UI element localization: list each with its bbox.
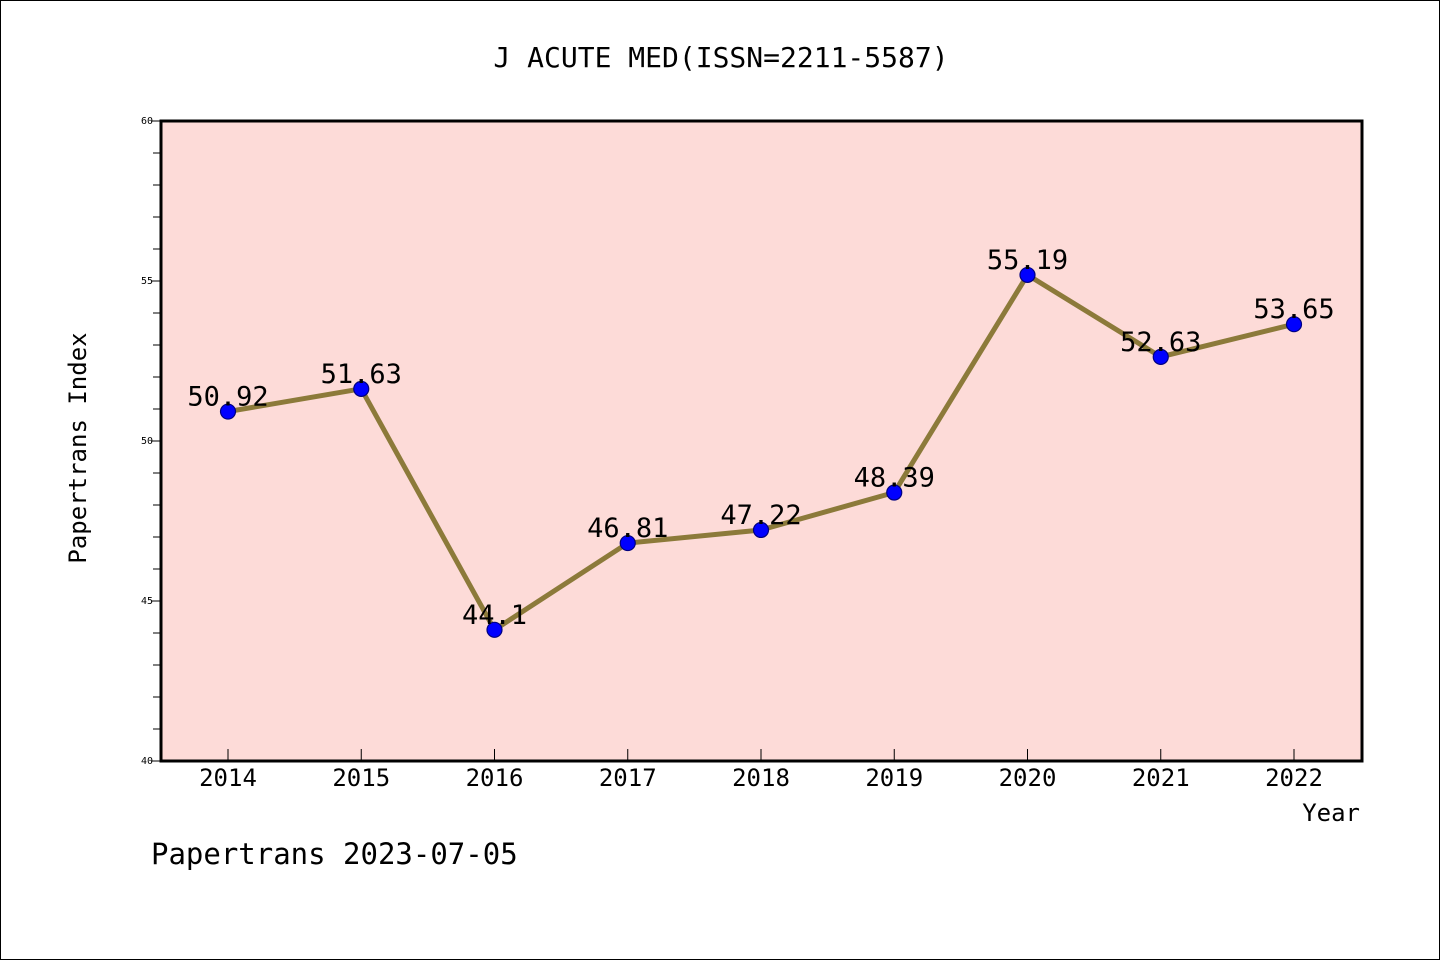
y-tick-label: 55 xyxy=(141,276,153,287)
data-point xyxy=(886,484,903,501)
data-label: 47.22 xyxy=(720,500,801,531)
y-tick-label: 50 xyxy=(141,436,153,447)
data-label: 46.81 xyxy=(587,513,668,544)
data-point xyxy=(353,380,370,397)
data-label: 52.63 xyxy=(1120,327,1201,358)
series-markers xyxy=(219,266,1303,638)
data-label: 50.92 xyxy=(187,382,268,413)
data-point xyxy=(486,621,503,638)
chart-title: J ACUTE MED(ISSN=2211-5587) xyxy=(493,41,948,74)
x-tick-label: 2020 xyxy=(999,764,1057,792)
data-labels: 50.92 51.63 44.1 46.81 47.22 48.39 55.19 52.63 5… xyxy=(187,245,1334,631)
x-tick-label: 2019 xyxy=(865,764,923,792)
data-label: 51.63 xyxy=(321,359,402,390)
x-tick-label: 2018 xyxy=(732,764,790,792)
x-axis: 2014 2015 2016 2017 2018 2019 2020 2021 2022 xyxy=(199,749,1323,792)
y-tick-label: 60 xyxy=(141,116,153,127)
y-axis-label: Papertrans Index xyxy=(64,332,92,563)
data-point xyxy=(1285,316,1303,333)
x-tick-label: 2015 xyxy=(332,764,390,792)
x-tick-label: 2021 xyxy=(1132,764,1190,792)
data-point xyxy=(619,534,636,552)
plot-area xyxy=(159,119,1364,763)
y-axis: 40 45 50 55 60 xyxy=(141,116,161,767)
y-tick-label: 45 xyxy=(141,596,153,607)
data-label: 53.65 xyxy=(1253,294,1334,325)
data-point xyxy=(1019,266,1036,284)
data-label: 44.1 xyxy=(462,600,527,631)
data-point xyxy=(752,521,770,539)
x-axis-label: Year xyxy=(1302,799,1360,827)
data-point xyxy=(219,403,237,420)
x-tick-label: 2017 xyxy=(599,764,657,792)
data-label: 55.19 xyxy=(987,245,1068,276)
data-point xyxy=(1152,348,1169,365)
x-tick-label: 2022 xyxy=(1265,764,1323,792)
data-label: 48.39 xyxy=(854,463,935,494)
footer-text: Papertrans 2023-07-05 xyxy=(151,837,518,871)
x-tick-label: 2014 xyxy=(199,764,257,792)
x-tick-label: 2016 xyxy=(466,764,524,792)
y-tick-label: 40 xyxy=(141,756,153,767)
